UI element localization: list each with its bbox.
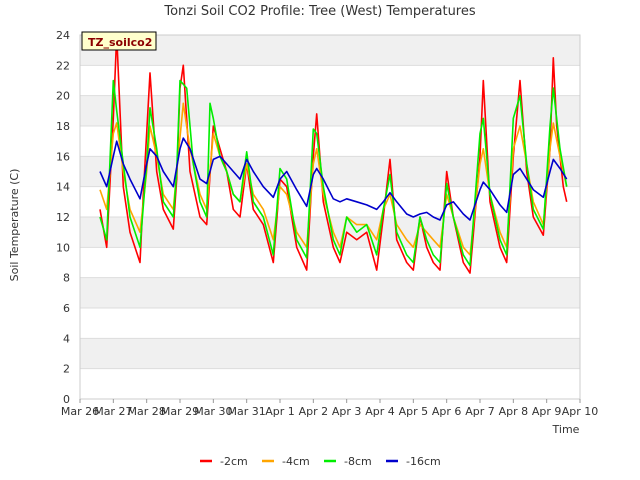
- x-tick-label: Apr 7: [465, 405, 495, 418]
- x-tick-label: Apr 8: [499, 405, 529, 418]
- x-tick-label: Mar 30: [194, 405, 232, 418]
- plot-band: [80, 95, 580, 126]
- station-badge: TZ_soilco2: [88, 36, 152, 49]
- plot-border: [79, 34, 581, 400]
- series-line-8cm: [99, 79, 568, 267]
- plot-band: [80, 35, 580, 66]
- legend-label: -2cm: [220, 455, 248, 468]
- x-tick-label: Mar 26: [61, 405, 99, 418]
- x-axis-label: Time: [552, 423, 580, 436]
- y-tick-label: 18: [56, 120, 70, 133]
- x-tick-label: Mar 28: [128, 405, 166, 418]
- x-tick-label: Apr 3: [332, 405, 362, 418]
- x-tick-label: Apr 9: [532, 405, 562, 418]
- x-tick-label: Apr 2: [299, 405, 329, 418]
- legend-label: -8cm: [344, 455, 372, 468]
- plot-band: [80, 338, 580, 369]
- x-tick-label: Apr 10: [562, 405, 599, 418]
- y-tick-label: 6: [63, 302, 70, 315]
- y-tick-label: 22: [56, 59, 70, 72]
- legend-label: -4cm: [282, 455, 310, 468]
- y-tick-label: 24: [56, 29, 70, 42]
- y-tick-label: 10: [56, 241, 70, 254]
- series-line-2cm: [99, 34, 568, 274]
- y-tick-label: 8: [63, 272, 70, 285]
- legend-label: -16cm: [406, 455, 441, 468]
- chart-title: Tonzi Soil CO2 Profile: Tree (West) Temp…: [163, 4, 476, 19]
- station-badge-box: [81, 31, 157, 51]
- y-tick-label: 2: [63, 363, 70, 376]
- series-line-16cm: [99, 137, 568, 221]
- plot-band: [80, 277, 580, 308]
- x-tick-label: Apr 1: [265, 405, 295, 418]
- y-axis-label: Soil Temperature (C): [8, 169, 21, 282]
- x-tick-label: Apr 5: [399, 405, 429, 418]
- series-lines: [99, 34, 568, 274]
- grid-lines: [79, 34, 581, 400]
- y-tick-label: 16: [56, 150, 70, 163]
- x-tick-label: Mar 31: [228, 405, 266, 418]
- y-tick-label: 12: [56, 211, 70, 224]
- plot-band: [80, 156, 580, 187]
- x-tick-label: Mar 29: [161, 405, 199, 418]
- y-tick-label: 0: [63, 393, 70, 406]
- y-tick-label: 20: [56, 90, 70, 103]
- legend: -2cm -4cm -8cm -16cm: [200, 455, 441, 468]
- y-tick-label: 14: [56, 181, 70, 194]
- x-tick-label: Mar 27: [94, 405, 132, 418]
- x-tick-label: Apr 4: [365, 405, 395, 418]
- x-tick-label: Apr 6: [432, 405, 462, 418]
- y-tick-label: 4: [63, 332, 70, 345]
